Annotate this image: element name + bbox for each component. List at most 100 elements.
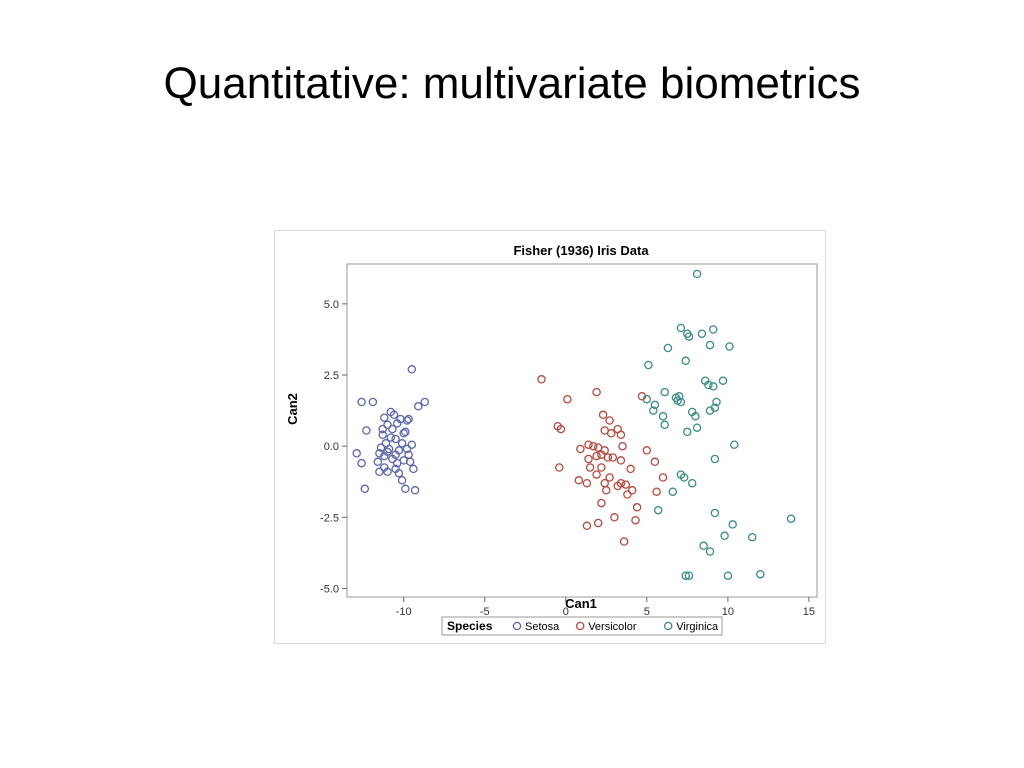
x-tick-label: -10	[396, 606, 412, 618]
data-point	[660, 420, 669, 430]
data-point	[388, 454, 397, 464]
legend-label-setosa: Setosa	[525, 621, 560, 633]
data-point	[619, 537, 629, 546]
data-point	[610, 513, 619, 522]
x-tick-label: 10	[722, 606, 734, 618]
data-point	[375, 467, 384, 477]
data-points	[352, 269, 796, 580]
data-point	[603, 453, 613, 462]
data-point	[650, 400, 660, 410]
data-point	[409, 464, 418, 474]
y-tick-label: -2.5	[320, 512, 339, 524]
data-point	[381, 439, 391, 448]
data-point	[660, 387, 669, 397]
data-point	[747, 532, 757, 542]
data-point	[582, 521, 592, 531]
axes: -10 -5 0 5 10 15 -5.0 -2.5 0.0 2.5 5.0	[320, 299, 815, 618]
chart-title: Fisher (1936) Iris Data	[513, 243, 649, 258]
y-tick-label: 0.0	[324, 441, 339, 453]
legend-marker-versicolor	[575, 621, 585, 631]
data-point	[644, 360, 653, 370]
data-point	[401, 484, 410, 494]
data-point	[700, 376, 710, 385]
data-point	[608, 453, 618, 462]
data-point	[380, 413, 389, 422]
data-point	[653, 505, 663, 515]
data-point	[683, 427, 692, 437]
data-point	[378, 424, 387, 434]
data-point	[360, 484, 370, 494]
data-point	[605, 473, 614, 482]
data-point	[756, 569, 765, 579]
data-point	[623, 490, 632, 499]
data-point	[723, 571, 733, 580]
data-point	[616, 456, 626, 465]
data-point	[618, 441, 627, 451]
data-point	[681, 356, 690, 366]
data-point	[598, 410, 608, 420]
data-point	[383, 467, 392, 477]
data-point	[368, 397, 378, 407]
legend-marker-virginica	[663, 621, 673, 631]
data-point	[642, 394, 652, 404]
data-point	[410, 486, 420, 495]
y-tick-label: 5.0	[324, 299, 339, 311]
data-point	[584, 454, 593, 464]
y-axis-label: Can2	[285, 393, 300, 425]
data-point	[407, 440, 417, 449]
data-point	[684, 332, 694, 341]
data-point	[718, 376, 728, 385]
data-point	[556, 424, 566, 434]
data-point	[563, 394, 572, 404]
data-point	[650, 457, 660, 467]
data-point	[681, 571, 690, 580]
data-point	[613, 481, 622, 491]
data-point	[357, 458, 366, 468]
data-point	[709, 382, 718, 391]
data-point	[352, 449, 361, 458]
data-point	[705, 340, 715, 350]
x-tick-label: 15	[803, 606, 815, 618]
data-point	[605, 416, 614, 425]
data-point	[687, 478, 697, 488]
legend-marker-setosa	[512, 621, 522, 631]
data-point	[397, 476, 407, 485]
data-point	[679, 473, 689, 482]
legend-items: Setosa Versicolor Virginica	[512, 621, 719, 633]
data-point	[593, 518, 603, 528]
data-point	[394, 468, 404, 478]
data-point	[710, 508, 720, 518]
data-point	[616, 430, 626, 440]
data-point	[705, 406, 715, 415]
data-point	[699, 541, 708, 551]
data-point	[582, 478, 592, 488]
data-point	[404, 414, 413, 424]
data-point	[407, 365, 417, 374]
data-point	[592, 470, 601, 479]
data-point	[652, 487, 661, 496]
data-point	[663, 343, 673, 353]
data-point	[709, 325, 718, 334]
data-point	[589, 441, 598, 451]
data-point	[401, 427, 410, 437]
data-point	[697, 329, 707, 338]
data-point	[658, 412, 668, 421]
data-point	[671, 393, 681, 403]
data-point	[389, 410, 399, 420]
data-point	[402, 416, 412, 425]
scatter-chart: Fisher (1936) Iris Data -10 -5 0 5 10 15-5.0-…	[285, 243, 818, 636]
y-tick-label: -5.0	[320, 583, 339, 595]
data-point	[597, 498, 606, 508]
data-point	[691, 412, 700, 421]
data-point	[786, 514, 796, 523]
data-point	[668, 487, 678, 496]
data-point	[676, 323, 686, 333]
x-tick-label: 0	[563, 606, 569, 618]
slide-title: Quantitative: multivariate biometrics	[163, 59, 861, 108]
data-point	[399, 429, 408, 438]
data-point	[420, 397, 430, 407]
data-point	[391, 434, 400, 444]
data-point	[592, 451, 601, 461]
data-point	[658, 473, 668, 482]
data-point	[378, 430, 387, 440]
